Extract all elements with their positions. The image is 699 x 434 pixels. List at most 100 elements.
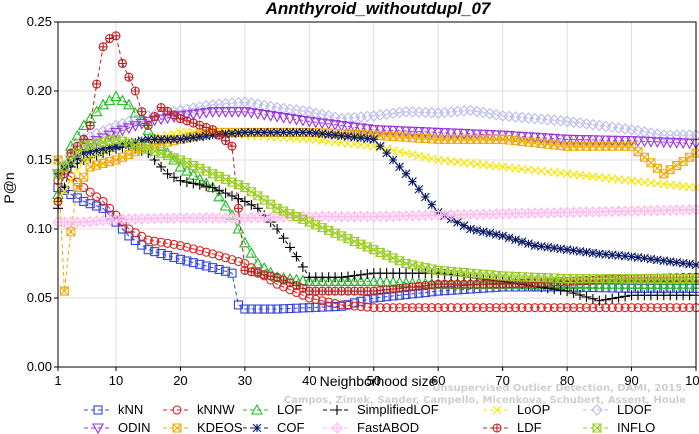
data-point [143,235,153,245]
data-point [517,303,527,313]
data-point [60,164,69,174]
data-point [657,278,670,289]
data-point [458,128,470,140]
data-point [324,297,334,307]
data-point [207,182,218,193]
data-point [200,107,213,119]
data-point [606,135,619,147]
data-point [266,304,276,314]
data-point [569,246,578,255]
data-point [188,244,198,254]
data-point [408,177,417,186]
data-point [614,303,624,313]
data-point [349,301,359,311]
data-point [214,264,224,275]
data-point [659,256,669,266]
data-point [324,130,334,139]
data-point [401,303,411,313]
data-point [169,252,179,262]
data-point [298,128,308,137]
data-point [524,239,533,249]
data-point [169,172,179,183]
data-point [575,246,585,256]
data-point [375,141,385,151]
data-point [387,107,399,120]
data-point [362,134,372,143]
y-tick-label: 0.25 [27,14,52,29]
data-point [110,127,122,139]
legend-item-lof: LOF [243,402,302,417]
data-point [375,303,385,313]
legend-label: LoOP [517,402,550,417]
data-point [349,270,360,281]
data-point [200,100,213,112]
legend-item-ldof: LDOF [583,402,652,417]
data-point [651,128,664,140]
legend-marker [172,405,182,415]
data-point [472,303,482,313]
legend-marker [591,423,603,433]
data-point [599,135,612,147]
data-point [227,268,237,278]
data-point [644,136,657,148]
data-point [620,303,630,313]
data-point [227,141,237,151]
data-point [601,250,611,259]
data-point [124,72,134,82]
data-point [279,304,289,314]
data-point [530,241,540,250]
data-point [266,128,276,137]
data-point [105,203,115,213]
data-point [284,113,296,125]
data-point [464,104,477,117]
data-point [556,244,566,254]
data-point [599,278,612,289]
data-point [129,121,142,132]
data-point [549,243,559,253]
series-fastabod [52,203,699,228]
legend-marker [251,403,263,415]
chart-title: Annthyroid_withoutdupl_07 [265,0,492,18]
data-point [420,303,430,313]
data-point [130,137,140,147]
data-point [246,128,256,137]
data-point [181,177,192,188]
data-point [594,295,605,306]
data-point [156,134,166,144]
data-point [646,303,656,313]
data-point [382,303,392,313]
data-point [670,138,683,149]
data-point [90,128,103,140]
series-line [57,173,696,309]
data-point [335,120,348,132]
data-point [355,269,366,280]
data-point [278,233,289,244]
legend-label: kNN [118,402,143,417]
data-point [309,117,322,129]
data-point [122,98,135,110]
data-point [640,253,649,263]
data-point [356,133,366,143]
data-point [632,124,644,137]
data-point [72,153,82,163]
data-point [690,274,699,284]
data-point [606,278,619,289]
x-tick-label: 20 [173,373,187,388]
data-point [588,248,598,258]
data-point [652,303,662,313]
data-point [683,138,696,150]
data-point [677,138,690,150]
data-point [290,114,303,126]
data-point [240,304,250,314]
data-point [388,303,398,313]
data-point [677,278,690,289]
data-point [214,185,225,196]
data-point [221,253,231,263]
data-point [330,302,340,312]
data-point [575,303,585,313]
data-point [335,275,348,286]
data-point [239,196,250,207]
data-point [594,249,604,259]
x-tick-label: 80 [560,373,574,388]
data-point [143,134,153,144]
